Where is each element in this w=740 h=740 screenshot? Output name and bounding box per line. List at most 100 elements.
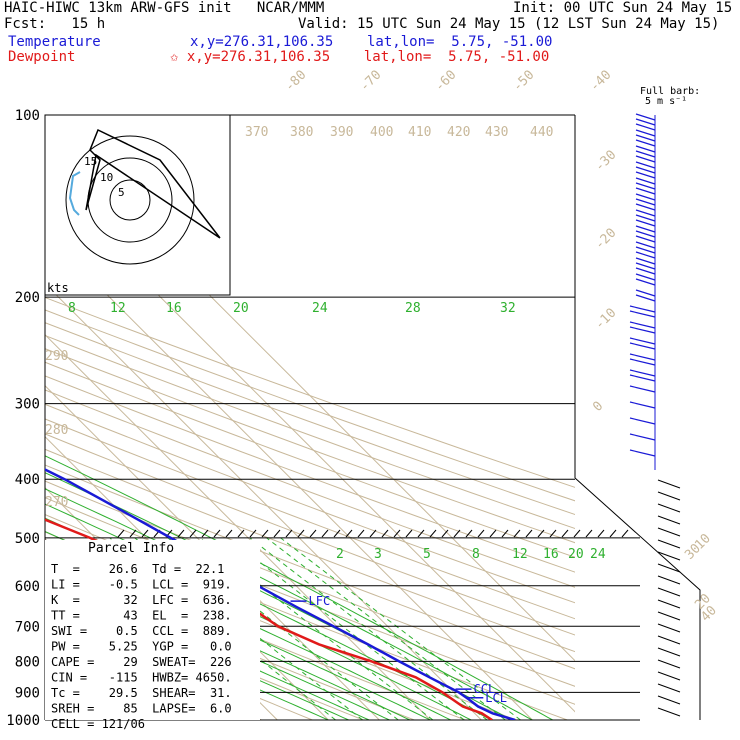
wind-barb-low [657,587,681,597]
model-title: HAIC-HIWC 13km ARW-GFS init NCAR/MMM [4,0,325,16]
valid-time: Valid: 15 UTC Sun 24 May 15 (12 LST Sun … [298,16,720,32]
hatch-mark [597,529,605,538]
hatch-mark [225,529,233,538]
hatch-mark [273,529,281,538]
dry-adiabat [45,348,575,544]
wind-barb-low [657,647,681,657]
dry-adiabat [45,309,575,502]
wind-barb [635,171,656,179]
parcel-row: CIN = -115 HWBZ= 4650. [51,671,232,685]
hatch-mark [249,529,257,538]
wind-barb [629,374,656,382]
mixing-label-upper: 20 [233,301,249,316]
isotherm-label: -80 [282,68,309,95]
wind-barb [635,257,656,265]
dry-adiabat [45,389,575,588]
wind-barb [635,166,656,174]
hodograph-ring [109,179,151,221]
isotherm-label: -60 [432,68,459,95]
parcel-row: K = 32 LFC = 636. [51,593,232,607]
wind-barb [635,214,656,222]
parcel-row: Tc = 29.5 SHEAR= 31. [51,686,232,700]
theta-label: 420 [447,125,470,140]
wind-barb [629,337,656,345]
hatch-mark [357,529,365,538]
hatch-mark [513,529,521,538]
mixing-label-upper: 8 [68,301,76,316]
mixing-ratio-line [199,537,434,720]
mixing-label-upper: 24 [312,301,328,316]
hatch-mark [573,529,581,538]
dry-adiabat [45,296,575,488]
hodograph-segment-low [68,171,81,216]
hodograph-ring-label: 10 [100,171,113,184]
parcel-row: CELL = 121/06 [51,717,145,731]
isotherm-label: -70 [357,68,384,95]
wind-barb-low [657,479,681,489]
wind-barb [635,209,656,217]
init-time: Init: 00 UTC Sun 24 May 15 [513,0,733,16]
wind-barb-low [657,563,681,573]
parcel-row: LI = -0.5 LCL = 919. [51,578,232,592]
hatch-mark [561,529,569,538]
wind-barb [635,235,656,243]
wind-barb [635,123,656,131]
isotherm-label: -40 [587,68,614,95]
wind-barb-low [657,707,681,717]
dewpoint-legend: Dewpoint [8,49,76,65]
barb-legend-unit: 5 m s⁻¹ [645,96,688,107]
wind-barb-low [657,635,681,645]
theta-label: 280 [45,423,68,438]
wind-barb [635,241,656,249]
theta-label: 380 [290,125,313,140]
parcel-row: PW = 5.25 YGP = 0.0 [51,640,232,654]
dry-adiabat [45,322,575,516]
mixing-label-lower: 24 [590,547,606,562]
mixing-label-lower: 3 [374,547,382,562]
pressure-label: 300 [15,397,40,413]
wind-barb [635,230,656,238]
wind-barb [635,134,656,142]
isotherm-label: -10 [592,306,619,333]
hatch-mark [297,529,305,538]
dewpoint-location: ✩ x,y=276.31,106.35 lat,lon= 5.75, -51.0… [170,49,550,65]
theta-label: 410 [408,125,431,140]
temperature-location: x,y=276.31,106.35 lat,lon= 5.75, -51.00 [190,34,553,50]
hatch-mark [189,529,197,538]
dry-adiabat [45,403,575,604]
hatch-mark [405,529,413,538]
wind-barb-low [657,491,681,501]
hatch-mark [549,529,557,538]
wind-barb-low [657,515,681,525]
level-label: LCL [485,691,507,705]
isotherm-line [45,231,533,720]
pressure-label: 500 [15,531,40,547]
parcel-row: T = 26.6 Td = 22.1 [51,562,224,576]
dry-adiabat [45,567,415,720]
hatch-mark [345,529,353,538]
wind-barb-low [657,695,681,705]
wind-barb [635,225,656,233]
theta-label: 370 [245,125,268,140]
mixing-label-upper: 28 [405,301,421,316]
pressure-label: 900 [15,685,40,701]
barb-panel-edge [574,477,701,720]
pressure-label: 700 [15,619,40,635]
level-label: CCL [474,682,496,696]
theta-label: 430 [485,125,508,140]
hatch-mark [453,529,461,538]
hatch-mark [177,529,185,538]
mixing-label-upper: 12 [110,301,126,316]
hodograph-ring [65,135,195,265]
wind-barb-low [657,599,681,609]
wind-barb [635,273,656,281]
wind-barb [629,369,656,377]
wind-barb [635,177,656,185]
hatch-mark [237,529,245,538]
wind-barb [635,182,656,190]
wind-barb [635,246,656,254]
mixing-ratio-line [228,537,465,720]
wind-barb-low [657,671,681,681]
